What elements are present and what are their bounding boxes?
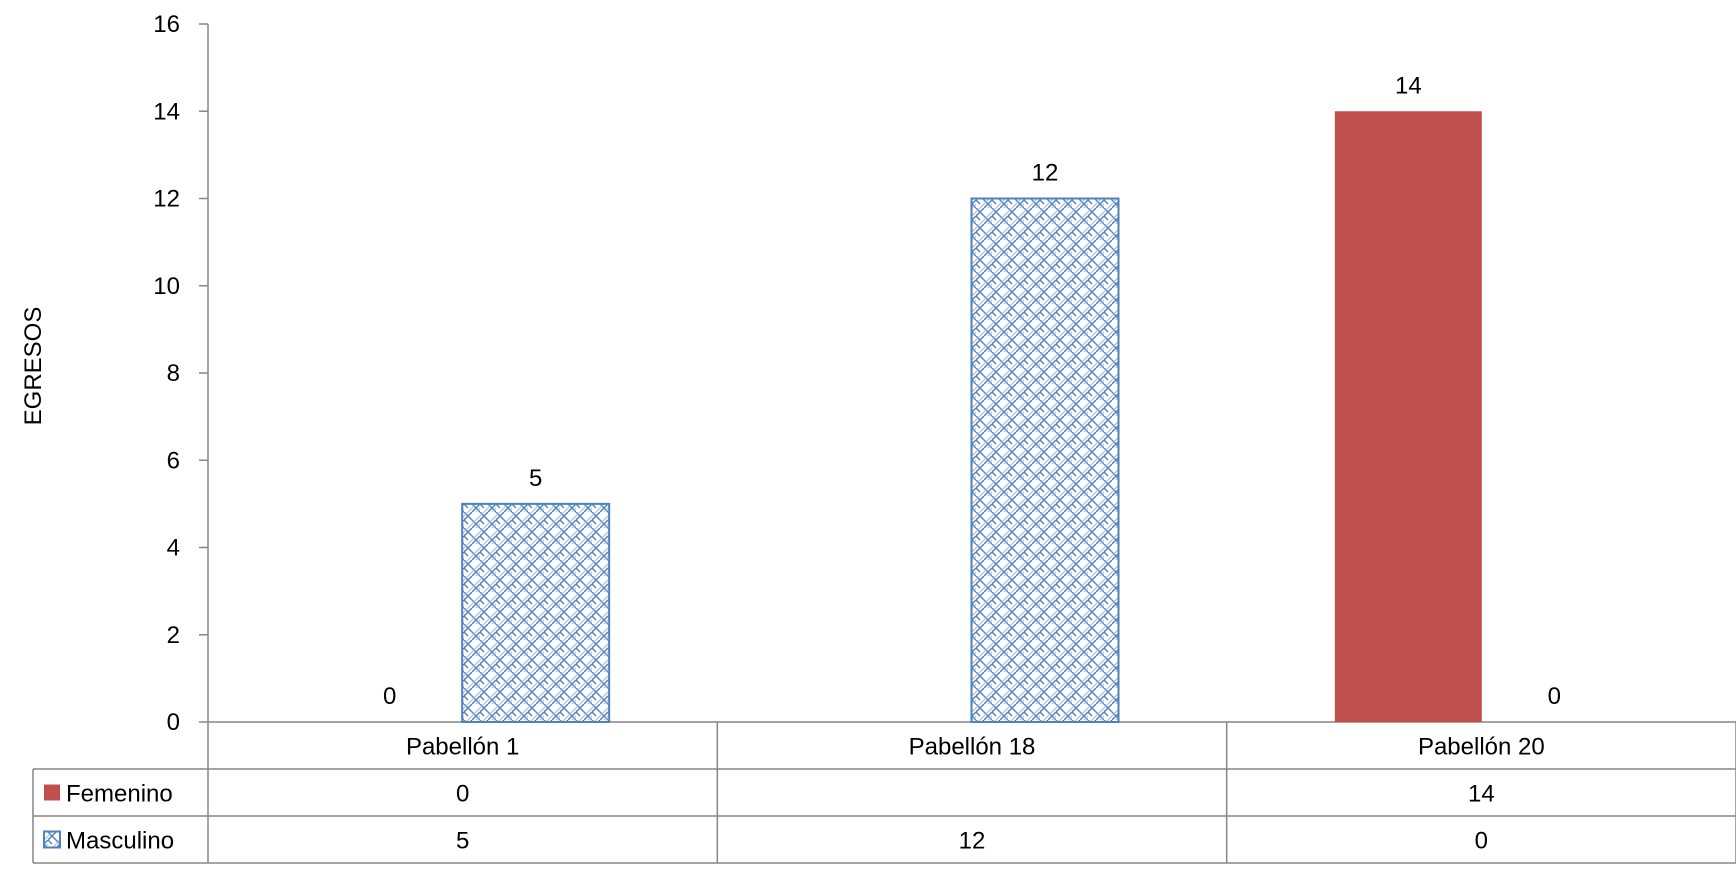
y-tick-label: 6 bbox=[167, 447, 180, 474]
legend-label-masculino: Masculino bbox=[66, 828, 174, 855]
legend-label-femenino: Femenino bbox=[66, 781, 173, 808]
axes-layer: 0 2 4 6 8 10 12 14 16 bbox=[153, 11, 1736, 736]
y-axis-title: EGRESOS bbox=[20, 307, 47, 426]
data-label: 14 bbox=[1395, 72, 1422, 99]
category-label: Pabellón 18 bbox=[909, 734, 1036, 761]
data-label: 12 bbox=[1032, 160, 1059, 187]
bar-masculino bbox=[461, 502, 611, 723]
table-cell: 14 bbox=[1468, 781, 1495, 808]
y-tick-label: 16 bbox=[153, 11, 180, 38]
data-labels-layer: 0 14 5 12 0 bbox=[383, 72, 1561, 710]
table-cell: 5 bbox=[456, 828, 469, 855]
bar-femenino bbox=[1334, 111, 1482, 722]
bars-layer bbox=[461, 111, 1482, 723]
data-label: 5 bbox=[529, 465, 542, 492]
y-tick-label: 8 bbox=[167, 360, 180, 387]
data-table: Pabellón 1 Pabellón 18 Pabellón 20 Femenino… bbox=[32, 722, 1736, 864]
y-tick-label: 12 bbox=[153, 186, 180, 213]
y-tick-label: 0 bbox=[167, 709, 180, 736]
bar-masculino bbox=[970, 197, 1120, 723]
legend-key-femenino bbox=[44, 784, 60, 801]
legend-key-masculino bbox=[43, 830, 61, 849]
table-cell: 0 bbox=[1475, 828, 1488, 855]
table-cell: 0 bbox=[456, 781, 469, 808]
data-label: 0 bbox=[1548, 683, 1561, 710]
category-label: Pabellón 20 bbox=[1418, 734, 1545, 761]
y-tick-label: 4 bbox=[167, 535, 180, 562]
data-label: 0 bbox=[383, 683, 396, 710]
y-tick-label: 14 bbox=[153, 98, 180, 125]
category-label: Pabellón 1 bbox=[406, 734, 519, 761]
table-cell: 12 bbox=[959, 828, 986, 855]
y-tick-label: 10 bbox=[153, 273, 180, 300]
y-tick-label: 2 bbox=[167, 622, 180, 649]
